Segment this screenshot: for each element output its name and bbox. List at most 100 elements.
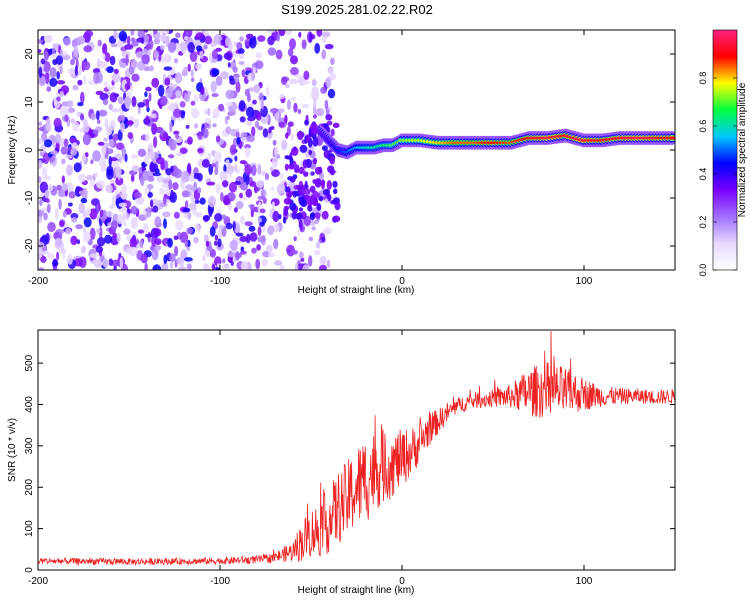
noise-blob — [72, 84, 79, 91]
noise-blob — [214, 234, 219, 241]
onset-blob — [300, 199, 308, 208]
noise-blob — [229, 128, 238, 137]
noise-blob — [140, 175, 145, 186]
noise-blob — [85, 208, 91, 215]
noise-blob — [281, 139, 288, 151]
noise-blob — [239, 250, 247, 255]
noise-blob — [145, 86, 152, 92]
noise-blob — [70, 118, 76, 124]
noise-blob — [279, 264, 286, 270]
onset-blob — [327, 193, 332, 202]
snr-y-ticks: 0 100 200 300 400 500 — [24, 354, 675, 573]
onset-blob — [330, 128, 335, 136]
noise-blob — [52, 142, 57, 149]
noise-blob — [250, 181, 257, 187]
noise-blob — [184, 92, 191, 103]
noise-blob — [111, 195, 117, 207]
noise-blob — [56, 96, 61, 102]
noise-blob — [124, 44, 134, 50]
noise-blob — [122, 212, 126, 223]
noise-blob — [297, 260, 301, 265]
noise-blob — [172, 182, 179, 191]
noise-blob — [95, 110, 100, 121]
noise-blob — [88, 80, 95, 86]
noise-blob — [50, 150, 59, 155]
noise-blob — [52, 59, 58, 65]
x-tick-label: -100 — [210, 576, 230, 587]
noise-blob — [163, 218, 167, 229]
noise-blob — [203, 44, 208, 50]
noise-blob — [97, 237, 106, 247]
noise-blob — [81, 245, 86, 254]
noise-blob — [121, 183, 127, 195]
onset-blob — [310, 212, 316, 217]
noise-blob — [89, 208, 98, 220]
noise-blob — [254, 60, 264, 70]
noise-blob — [173, 130, 180, 135]
noise-blob — [97, 141, 105, 146]
noise-blob — [255, 180, 265, 188]
noise-blob — [175, 90, 182, 98]
noise-blob — [55, 133, 61, 144]
noise-blob — [96, 228, 101, 234]
noise-blob — [218, 224, 224, 230]
noise-blob — [113, 266, 117, 270]
noise-blob — [67, 107, 76, 114]
noise-blob — [241, 69, 246, 78]
noise-blob — [187, 42, 195, 53]
noise-blob — [301, 39, 307, 50]
spectrogram-ridge — [317, 123, 675, 160]
noise-blob — [89, 227, 96, 240]
spectrogram-y-ticks: -20 -10 0 10 20 — [24, 48, 675, 253]
noise-blob — [77, 173, 87, 183]
onset-blob — [303, 187, 311, 196]
noise-blob — [123, 228, 131, 235]
onset-blob — [332, 122, 340, 128]
noise-blob — [89, 180, 95, 187]
noise-blob — [111, 220, 118, 231]
noise-blob — [261, 258, 268, 267]
noise-blob — [225, 115, 231, 121]
noise-blob — [251, 247, 257, 254]
noise-blob — [123, 221, 127, 227]
noise-blob — [102, 258, 110, 268]
noise-blob — [103, 81, 109, 88]
noise-blob — [54, 237, 62, 250]
noise-blob — [77, 102, 84, 107]
onset-blob — [294, 212, 303, 220]
onset-blob — [333, 188, 338, 195]
noise-blob — [235, 251, 240, 261]
x-tick-label: 0 — [399, 576, 405, 587]
x-tick-label: -200 — [28, 276, 48, 287]
spectrogram-y-axis-label: Frequency (Hz) — [7, 116, 18, 185]
noise-blob — [70, 147, 78, 156]
onset-blob — [282, 216, 287, 224]
noise-blob — [131, 73, 140, 82]
noise-blob — [60, 146, 68, 155]
noise-blob — [79, 128, 85, 133]
noise-blob — [240, 215, 245, 225]
noise-blob — [82, 118, 88, 126]
noise-blob — [172, 108, 182, 119]
noise-blob — [181, 69, 188, 77]
noise-blob — [274, 146, 278, 157]
noise-blob — [311, 226, 316, 231]
noise-blob — [119, 158, 123, 164]
noise-blob — [181, 190, 190, 198]
noise-blob — [38, 138, 44, 145]
noise-blob — [50, 53, 58, 59]
noise-blob — [319, 264, 327, 270]
noise-blob — [173, 211, 180, 219]
noise-blob — [117, 96, 124, 105]
onset-blob — [321, 179, 325, 190]
noise-blob — [290, 132, 295, 142]
noise-blob — [320, 86, 327, 94]
noise-blob — [236, 136, 241, 145]
colorbar: 0.0 0.2 0.4 0.6 0.8 Normalized spectral ampl… — [698, 29, 748, 276]
noise-blob — [175, 133, 180, 139]
noise-blob — [137, 148, 147, 157]
onset-blob — [326, 120, 333, 126]
noise-blob — [115, 176, 124, 186]
noise-blob — [83, 74, 87, 85]
noise-blob — [225, 101, 233, 107]
